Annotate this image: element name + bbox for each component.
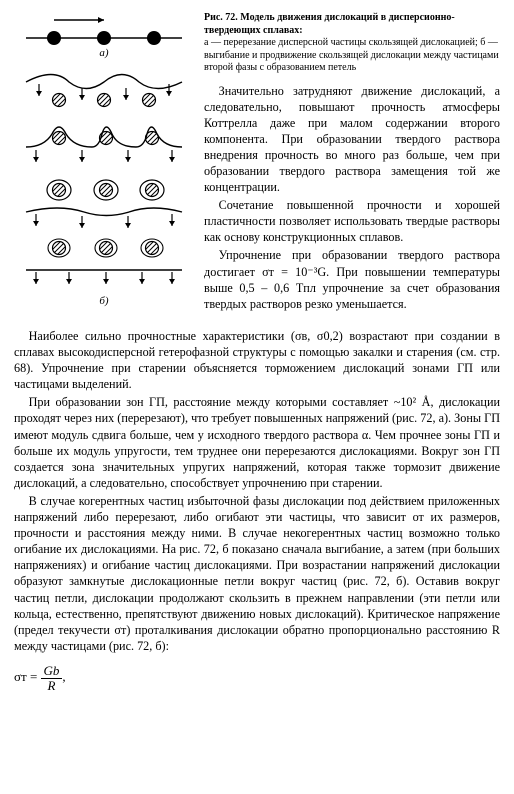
paragraph-4: Наиболее сильно прочностные характеристи… bbox=[14, 328, 500, 392]
paragraph-2: Сочетание повышенной прочности и хорошей… bbox=[204, 197, 500, 245]
formula-sigma-t: σт = Gb R , bbox=[14, 664, 500, 692]
formula-denominator: R bbox=[41, 679, 63, 693]
figure-caption: Рис. 72. Модель движения дислокаций в ди… bbox=[204, 12, 500, 75]
figure-72-svg: а) bbox=[14, 12, 194, 322]
figure-caption-title: Рис. 72. Модель движения дислокаций в ди… bbox=[204, 12, 455, 36]
formula-lhs: σт = bbox=[14, 669, 37, 684]
formula-tail: , bbox=[62, 669, 65, 684]
figure-label-b: б) bbox=[99, 295, 109, 307]
paragraph-5: При образовании зон ГП, расстояние между… bbox=[14, 394, 500, 491]
paragraph-6: В случае когерентных частиц избыточной ф… bbox=[14, 493, 500, 654]
paragraph-1: Значительно затрудняют движение дислокац… bbox=[204, 83, 500, 196]
figure-label-a: а) bbox=[99, 47, 109, 59]
figure-72: а) bbox=[14, 12, 194, 322]
figure-caption-body: а — перерезание дисперсной частицы сколь… bbox=[204, 37, 499, 73]
formula-numerator: Gb bbox=[41, 664, 63, 679]
paragraph-3: Упрочнение при образовании твердого раст… bbox=[204, 247, 500, 311]
